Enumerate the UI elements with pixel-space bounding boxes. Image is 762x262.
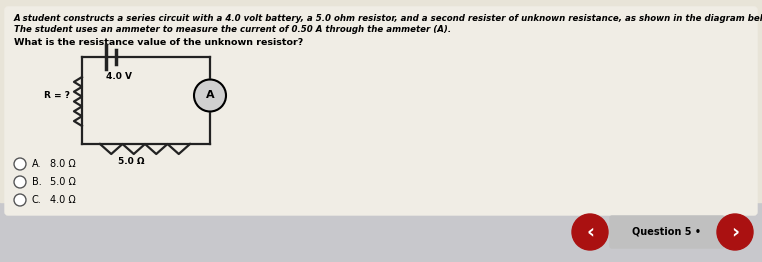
Text: 4.0 Ω: 4.0 Ω	[50, 195, 75, 205]
Circle shape	[717, 214, 753, 250]
Text: What is the resistance value of the unknown resistor?: What is the resistance value of the unkn…	[14, 38, 303, 47]
FancyBboxPatch shape	[610, 216, 724, 248]
Text: Question 5 •: Question 5 •	[632, 227, 702, 237]
Text: R = ?: R = ?	[44, 91, 70, 100]
Text: The student uses an ammeter to measure the current of 0.50 A through the ammeter: The student uses an ammeter to measure t…	[14, 25, 451, 34]
Text: ‹: ‹	[586, 222, 594, 242]
Text: A student constructs a series circuit with a 4.0 volt battery, a 5.0 ohm resisto: A student constructs a series circuit wi…	[14, 14, 762, 23]
Text: ›: ›	[731, 222, 739, 242]
FancyBboxPatch shape	[5, 7, 757, 215]
Bar	[0, 202, 762, 262]
Text: 8.0 Ω: 8.0 Ω	[50, 159, 75, 169]
Bar	[0, 0, 762, 202]
Circle shape	[194, 79, 226, 112]
Circle shape	[572, 214, 608, 250]
Circle shape	[14, 194, 26, 206]
Text: 5.0 Ω: 5.0 Ω	[50, 177, 76, 187]
Text: C.: C.	[32, 195, 42, 205]
Text: B.: B.	[32, 177, 42, 187]
Text: 4.0 V: 4.0 V	[106, 72, 132, 81]
Text: A.: A.	[32, 159, 41, 169]
Text: A: A	[206, 90, 214, 101]
Circle shape	[14, 158, 26, 170]
Circle shape	[14, 176, 26, 188]
Text: 5.0 Ω: 5.0 Ω	[118, 157, 144, 166]
